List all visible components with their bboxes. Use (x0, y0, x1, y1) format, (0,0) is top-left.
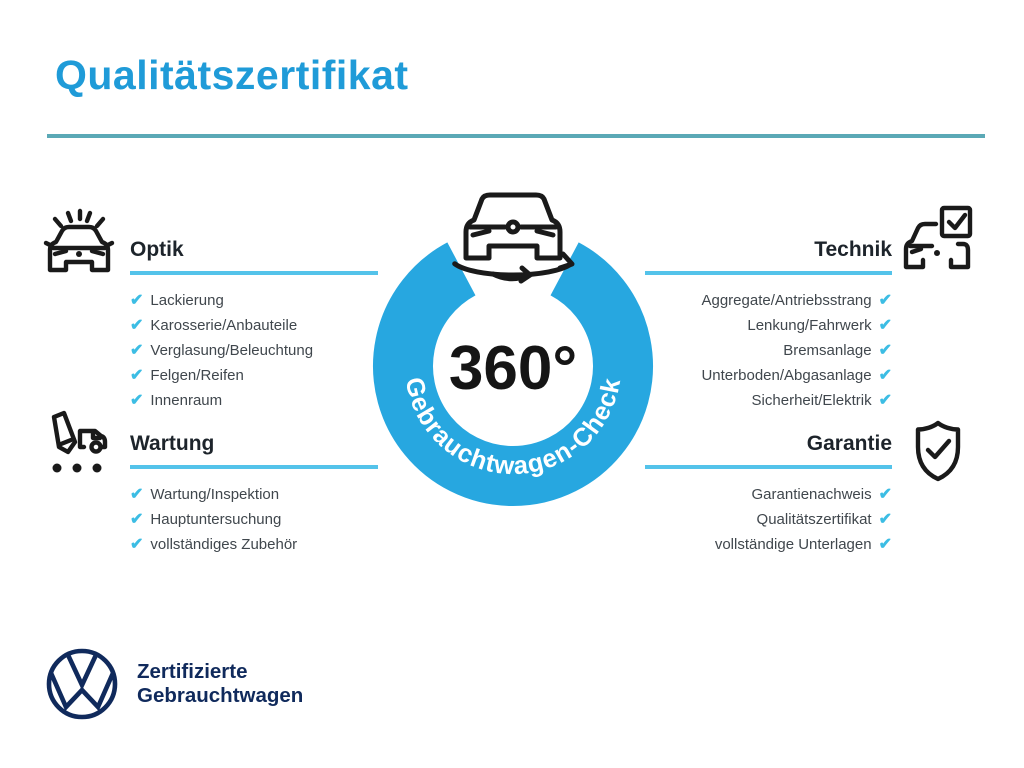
checklist-technik: Aggregate/Antriebsstrang ✔ Lenkung/Fahrwe… (645, 288, 892, 413)
check-icon: ✔ (878, 535, 892, 553)
list-item: ✔ vollständiges Zubehör (130, 532, 378, 557)
brand-line-2: Gebrauchtwagen (137, 684, 304, 707)
list-item: Sicherheit/Elektrik ✔ (645, 388, 892, 413)
checklist-label: Sicherheit/Elektrik (751, 392, 872, 409)
check-icon: ✔ (878, 316, 892, 334)
brand-footer: Zertifizierte Gebrauchtwagen (45, 647, 303, 721)
checklist-label: Felgen/Reifen (150, 367, 244, 384)
check-icon: ✔ (130, 391, 144, 409)
check-icon: ✔ (130, 316, 144, 334)
car-checkbox-icon (903, 205, 973, 270)
section-wartung: Wartung ✔ Wartung/Inspektion ✔ Hauptunters… (130, 432, 378, 557)
page-title: Qualitätszertifikat (55, 52, 409, 98)
vw-logo (46, 648, 118, 720)
check-icon: ✔ (878, 510, 892, 528)
section-garantie: Garantie Garantienachweis ✔ Qualitätszert… (645, 432, 892, 557)
title-divider (47, 134, 985, 138)
shield-check-icon (915, 420, 961, 482)
list-item: Unterboden/Abgasanlage ✔ (645, 363, 892, 388)
service-checklist-icon (51, 410, 108, 473)
car-360-icon (452, 192, 575, 284)
checklist-label: Hauptuntersuchung (150, 511, 282, 528)
check-icon: ✔ (130, 485, 144, 503)
list-item: ✔ Felgen/Reifen (130, 363, 378, 388)
check-icon: ✔ (130, 535, 144, 553)
list-item: Lenkung/Fahrwerk ✔ (645, 313, 892, 338)
list-item: ✔ Verglasung/Beleuchtung (130, 338, 378, 363)
check-icon: ✔ (130, 510, 144, 528)
check-icon: ✔ (878, 291, 892, 309)
list-item: Aggregate/Antriebsstrang ✔ (645, 288, 892, 313)
checklist-label: Innenraum (150, 392, 223, 409)
check-icon: ✔ (130, 291, 144, 309)
section-title-technik: Technik (645, 238, 892, 275)
checklist-label: Unterboden/Abgasanlage (701, 367, 872, 384)
checklist-wartung: ✔ Wartung/Inspektion ✔ Hauptuntersuchung ✔… (130, 482, 378, 557)
checklist-label: Aggregate/Antriebsstrang (701, 292, 872, 309)
checklist-label: Lenkung/Fahrwerk (747, 317, 872, 334)
checklist-garantie: Garantienachweis ✔ Qualitätszertifikat ✔ v… (645, 482, 892, 557)
checklist-label: Lackierung (150, 292, 224, 309)
check-icon: ✔ (878, 366, 892, 384)
check-icon: ✔ (878, 391, 892, 409)
list-item: ✔ Innenraum (130, 388, 378, 413)
check-icon: ✔ (130, 366, 144, 384)
checklist-optik: ✔ Lackierung ✔ Karosserie/Anbauteile ✔ Verg… (130, 288, 378, 413)
checklist-label: vollständiges Zubehör (150, 536, 298, 553)
check-icon: ✔ (878, 341, 892, 359)
section-technik: Technik Aggregate/Antriebsstrang ✔ Lenkun… (645, 238, 892, 413)
shiny-car-icon (43, 208, 115, 273)
check-icon: ✔ (878, 485, 892, 503)
list-item: ✔ Hauptuntersuchung (130, 507, 378, 532)
section-title-wartung: Wartung (130, 432, 378, 469)
checklist-label: Verglasung/Beleuchtung (150, 342, 314, 359)
list-item: ✔ Lackierung (130, 288, 378, 313)
check-icon: ✔ (130, 341, 144, 359)
section-title-garantie: Garantie (645, 432, 892, 469)
checklist-label: Karosserie/Anbauteile (150, 317, 298, 334)
list-item: Bremsanlage ✔ (645, 338, 892, 363)
list-item: ✔ Karosserie/Anbauteile (130, 313, 378, 338)
list-item: vollständige Unterlagen ✔ (645, 532, 892, 557)
checklist-label: Bremsanlage (783, 342, 872, 359)
360-check-graphic: Gebrauchtwagen-Check 360° (373, 192, 653, 506)
checklist-label: Garantienachweis (751, 486, 872, 503)
list-item: Qualitätszertifikat ✔ (645, 507, 892, 532)
checklist-label: Wartung/Inspektion (150, 486, 280, 503)
section-optik: Optik ✔ Lackierung ✔ Karosserie/Anbauteile… (130, 238, 378, 413)
section-title-optik: Optik (130, 238, 378, 275)
brand-line-1: Zertifizierte (137, 660, 248, 683)
degree-value: 360° (449, 334, 577, 403)
checklist-label: Qualitätszertifikat (756, 511, 872, 528)
list-item: ✔ Wartung/Inspektion (130, 482, 378, 507)
list-item: Garantienachweis ✔ (645, 482, 892, 507)
ring-shape (373, 242, 653, 506)
brand-text: Zertifizierte Gebrauchtwagen (137, 660, 303, 708)
checklist-label: vollständige Unterlagen (714, 536, 872, 553)
